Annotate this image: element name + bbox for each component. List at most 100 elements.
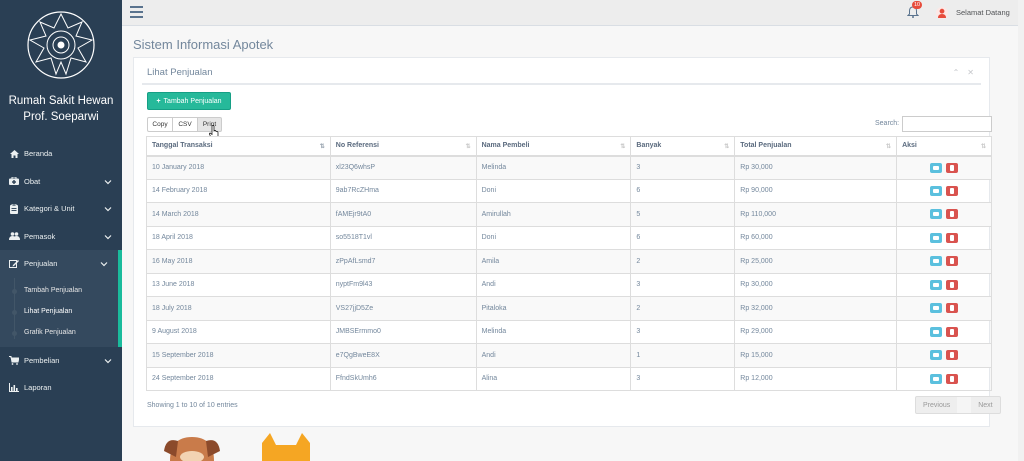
cell-banyak: 3 (630, 319, 736, 344)
search-label: Search: (875, 120, 900, 127)
cell-no-referensi: so5518T1vl (329, 225, 477, 250)
menu-toggle-icon[interactable] (130, 6, 143, 18)
cell-tanggal: 24 September 2018 (146, 366, 331, 391)
clipboard-icon (8, 203, 20, 214)
delete-button[interactable] (946, 326, 959, 337)
close-icon[interactable]: ✕ (967, 68, 974, 77)
view-button[interactable] (930, 279, 943, 290)
view-button[interactable] (930, 232, 943, 243)
penjualan-submenu: Tambah Penjualan Lihat Penjualan Grafik … (0, 277, 122, 347)
bar-chart-icon (8, 383, 20, 393)
cell-nama-pembeli: Alina (475, 366, 632, 391)
sidebar-item-label: Pembelian (24, 355, 60, 365)
sales-panel: Lihat Penjualan ⌃ ✕ + Tambah Penjualan C… (133, 57, 1001, 427)
welcome-text[interactable]: Selamat Datang (956, 8, 1010, 17)
cell-nama-pembeli: Andi (475, 272, 632, 297)
column-header-no-referensi[interactable]: No Referensi ⇅ (329, 136, 477, 157)
sidebar-item-label: Kategori & Unit (24, 204, 75, 214)
delete-button[interactable] (946, 162, 959, 173)
view-button[interactable] (930, 185, 943, 196)
print-button[interactable]: Print (198, 117, 222, 132)
panel-title: Lihat Penjualan (147, 67, 213, 78)
column-header-aksi[interactable]: Aksi ⇅ (896, 136, 992, 157)
cell-nama-pembeli: Doni (475, 178, 632, 203)
delete-button[interactable] (946, 303, 959, 314)
table-row: 14 February 2018 9ab7RcZHma Doni 6 Rp 90… (146, 178, 992, 203)
sidebar-item-pembelian[interactable]: Pembelian (0, 347, 122, 375)
cell-banyak: 5 (630, 202, 736, 227)
add-sale-button[interactable]: + Tambah Penjualan (147, 92, 231, 110)
table-row: 15 September 2018 e7QgBweE8X Andi 1 Rp 1… (146, 343, 992, 368)
delete-button[interactable] (946, 185, 959, 196)
view-button[interactable] (930, 373, 943, 384)
column-header-nama-pembeli[interactable]: Nama Pembeli ⇅ (475, 136, 632, 157)
sidebar-item-label: Beranda (24, 149, 53, 159)
current-page (957, 397, 972, 413)
delete-button[interactable] (946, 209, 959, 220)
cell-nama-pembeli: Doni (475, 225, 632, 250)
sidebar-item-penjualan[interactable]: Penjualan (0, 250, 122, 278)
cell-no-referensi: zPpAfLsmd7 (329, 249, 477, 274)
cell-aksi (896, 296, 992, 321)
sidebar-item-label: Laporan (24, 383, 52, 393)
delete-button[interactable] (946, 373, 959, 384)
previous-button[interactable]: Previous (923, 401, 951, 409)
chevron-down-icon (104, 234, 112, 239)
search-input[interactable] (902, 116, 992, 132)
cell-aksi (896, 319, 992, 344)
main-content: 10 Selamat Datang Sistem Informasi Apote… (122, 0, 1024, 461)
university-logo (27, 11, 95, 79)
view-button[interactable] (930, 256, 943, 267)
view-button[interactable] (930, 162, 943, 173)
delete-button[interactable] (946, 232, 959, 243)
sidebar-item-laporan[interactable]: Laporan (0, 374, 122, 402)
collapse-icon[interactable]: ⌃ (952, 68, 960, 77)
sidebar-item-pemasok[interactable]: Pemasok (0, 223, 122, 251)
sort-icon: ⇅ (620, 144, 626, 150)
page-scrollbar[interactable] (1018, 0, 1024, 461)
cell-tanggal: 10 January 2018 (146, 155, 331, 180)
sidebar-item-kategori[interactable]: Kategori & Unit (0, 195, 122, 223)
pagination: Previous Next (915, 396, 1001, 414)
cell-aksi (896, 272, 992, 297)
delete-button[interactable] (946, 256, 959, 267)
submenu-item-tambah-penjualan[interactable]: Tambah Penjualan (0, 280, 118, 301)
cell-total: Rp 15,000 (734, 343, 898, 368)
column-header-banyak[interactable]: Banyak ⇅ (630, 136, 736, 157)
user-avatar-icon[interactable] (936, 7, 948, 19)
sidebar-item-beranda[interactable]: Beranda (0, 140, 122, 168)
cell-tanggal: 18 July 2018 (146, 296, 331, 321)
column-header-tanggal[interactable]: Tanggal Transaksi ⇅ (146, 136, 331, 157)
cell-total: Rp 25,000 (734, 249, 898, 274)
brand-line-2: Prof. Soeparwi (23, 111, 99, 123)
cell-total: Rp 12,000 (734, 366, 898, 391)
table-row: 18 April 2018 so5518T1vl Doni 6 Rp 60,00… (146, 225, 992, 250)
submenu-item-lihat-penjualan[interactable]: Lihat Penjualan (0, 301, 118, 322)
table-row: 14 March 2018 fAMEjr9tA0 Amirullah 5 Rp … (146, 202, 992, 227)
delete-button[interactable] (946, 350, 959, 361)
submenu-item-grafik-penjualan[interactable]: Grafik Penjualan (0, 322, 118, 343)
delete-button[interactable] (946, 279, 959, 290)
plus-icon: + (156, 97, 161, 105)
chevron-down-icon (104, 207, 112, 212)
view-button[interactable] (930, 350, 943, 361)
cell-nama-pembeli: Amirullah (475, 202, 632, 227)
brand-line-1: Rumah Sakit Hewan (8, 95, 114, 107)
cell-nama-pembeli: Amila (475, 249, 632, 274)
copy-button[interactable]: Copy (147, 117, 173, 132)
cell-tanggal: 13 June 2018 (146, 272, 331, 297)
csv-button[interactable]: CSV (173, 117, 198, 132)
export-buttons: Copy CSV Print (147, 117, 222, 132)
view-button[interactable] (930, 209, 943, 220)
cell-banyak: 2 (630, 296, 736, 321)
cell-total: Rp 30,000 (734, 155, 898, 180)
next-button[interactable]: Next (978, 401, 993, 409)
hospital-name: Rumah Sakit Hewan Prof. Soeparwi (0, 93, 122, 125)
view-button[interactable] (930, 326, 943, 337)
add-sale-label: Tambah Penjualan (163, 97, 222, 105)
cell-tanggal: 15 September 2018 (146, 343, 331, 368)
view-button[interactable] (930, 303, 943, 314)
sidebar-item-obat[interactable]: Obat (0, 168, 122, 196)
column-header-total-penjualan[interactable]: Total Penjualan ⇅ (734, 136, 898, 157)
cell-nama-pembeli: Andi (475, 343, 632, 368)
